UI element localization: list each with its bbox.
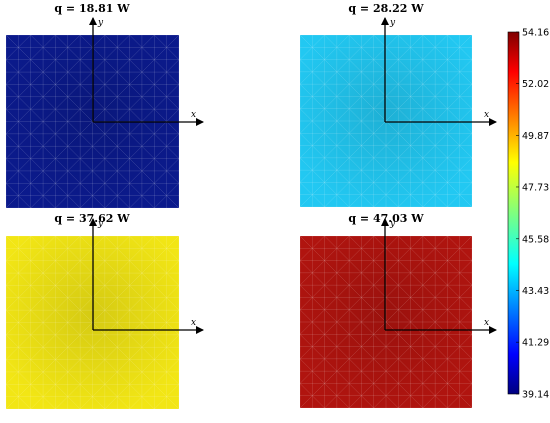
colorbar-tick-label: 41.29 [522,338,549,349]
mesh-grid [299,34,473,208]
heatmap-panel-4: y x q = 47.03 W [299,212,497,409]
colorbar: 54.16 52.02 49.87 47.73 45.58 43.43 41.29 39.14 [507,28,549,401]
y-axis-label: y [97,18,104,28]
heatmap-panel-1: y x q = 18.81 W [5,2,204,209]
panel-title: q = 18.81 W [54,2,130,15]
panel-title: q = 47.03 W [348,212,424,225]
colorbar-tick-label: 39.14 [522,390,549,401]
panel-shading [300,236,472,408]
y-axis-label: y [389,18,396,28]
panel-title: q = 28.22 W [348,2,424,15]
panel-title: q = 37.62 W [54,212,130,225]
heatmap-panel-2: y x q = 28.22 W [299,2,497,208]
colorbar-tick-label: 43.43 [522,286,549,297]
colorbar-tick-label: 49.87 [522,131,549,142]
colorbar-tick-label: 45.58 [522,234,549,245]
colorbar-tick-label: 47.73 [522,182,549,193]
colorbar-tick-label: 52.02 [522,79,549,90]
x-axis-label: x [191,318,196,328]
x-axis-label: x [484,110,489,120]
y-axis-label: y [389,219,396,229]
x-axis-label: x [191,110,196,120]
colorbar-scale [507,31,520,395]
x-axis-label: x [484,318,489,328]
mesh-grid [5,235,180,410]
mesh-grid [5,34,180,209]
heatmap-panel-3: y x q = 37.62 W [5,212,204,410]
panel-shading [300,35,472,207]
mesh-grid [299,235,473,409]
y-axis-label: y [97,219,104,229]
colorbar-tick-label: 54.16 [522,28,549,39]
